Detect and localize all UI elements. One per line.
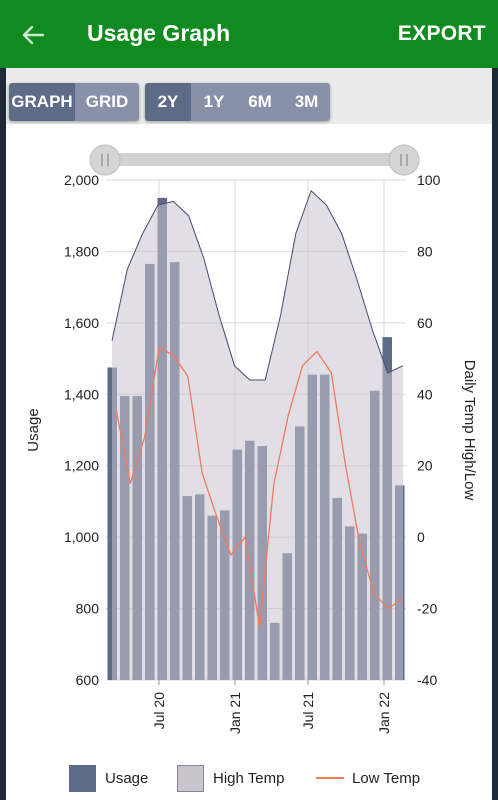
y2-tick-label: 0	[417, 529, 425, 545]
range-3m-button[interactable]: 3M	[283, 83, 330, 121]
graph-view-button[interactable]: GRAPH	[9, 83, 75, 121]
y2-tick-label: 80	[417, 243, 433, 259]
low-temp-line	[115, 346, 404, 627]
legend-usage-label: Usage	[105, 769, 149, 787]
range-slider-right-handle[interactable]	[388, 144, 420, 176]
toolbar: GRAPH GRID 2Y 1Y 6M 3M	[6, 68, 492, 124]
legend-high-temp: High Temp	[177, 764, 284, 792]
y2-tick-label: 100	[417, 172, 441, 188]
range-1y-button[interactable]: 1Y	[191, 83, 237, 121]
y2-tick-label: 40	[417, 386, 433, 402]
usage-swatch	[69, 764, 96, 792]
y-tick-label: 1,600	[64, 315, 99, 331]
y-tick-label: 2,000	[64, 172, 99, 188]
y-axis-title: Usage	[25, 408, 42, 451]
app-bar: Usage Graph EXPORT	[0, 0, 498, 68]
range-2y-button[interactable]: 2Y	[145, 83, 191, 121]
range-6m-button[interactable]: 6M	[237, 83, 283, 121]
y-tick-label: 800	[76, 601, 100, 617]
low-temp-swatch	[316, 777, 344, 779]
x-tick-label: Jan 21	[227, 692, 243, 734]
y-tick-label: 1,200	[64, 458, 99, 474]
range-toggle: 2Y 1Y 6M 3M	[145, 83, 330, 121]
high-temp-area	[112, 190, 403, 680]
graph-card: GRAPH GRID 2Y 1Y 6M 3M 2,000 1,800 1,600 1,…	[6, 68, 492, 800]
page-title: Usage Graph	[87, 20, 231, 46]
x-tick-label: Jan 22	[376, 692, 392, 734]
y2-tick-label: -20	[417, 601, 437, 617]
y-tick-label: 1,800	[64, 243, 99, 259]
legend-low-temp-label: Low Temp	[352, 769, 421, 787]
high-temp-swatch	[177, 764, 204, 792]
y-tick-label: 1,400	[64, 386, 99, 402]
x-tick-label: Jul 20	[151, 692, 167, 730]
range-slider-track	[102, 153, 407, 166]
y2-axis-title: Daily Temp High/Low	[461, 360, 478, 501]
legend-high-temp-label: High Temp	[213, 769, 285, 787]
y2-tick-label: 20	[417, 458, 433, 474]
x-tick-label: Jul 21	[300, 692, 316, 730]
y-tick-label: 1,000	[64, 529, 99, 545]
high-temp-line	[111, 189, 404, 381]
back-arrow-icon[interactable]	[18, 20, 48, 50]
y-tick-label: 600	[76, 672, 100, 688]
usage-chart: 2,0001,8001,6001,4001,2001,0008006001008…	[25, 144, 478, 734]
chart-legend: Usage High Temp Low Temp	[6, 756, 492, 800]
range-slider-left-handle[interactable]	[89, 144, 121, 176]
chart-area: 2,000 1,800 1,600 1,400 1,200 1,000 800 600 100 8…	[6, 124, 492, 761]
y2-tick-label: -40	[417, 672, 437, 688]
legend-low-temp: Low Temp	[316, 764, 420, 792]
legend-usage: Usage	[69, 764, 148, 792]
grid-view-button[interactable]: GRID	[75, 83, 139, 121]
view-toggle: GRAPH GRID	[9, 83, 139, 121]
export-button[interactable]: EXPORT	[397, 22, 486, 45]
y2-tick-label: 60	[417, 315, 433, 331]
